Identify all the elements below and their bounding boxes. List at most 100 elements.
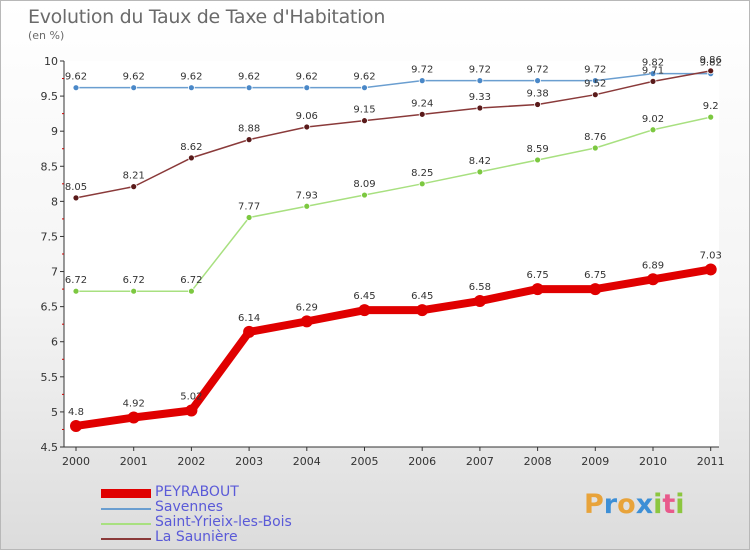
data-point (707, 67, 715, 75)
data-label: 6.75 (526, 270, 548, 281)
y-tick-label: 6.5 (41, 301, 59, 314)
data-point (187, 154, 195, 162)
data-point (243, 325, 256, 338)
data-label: 9.62 (180, 72, 202, 83)
data-label: 6.58 (469, 282, 491, 293)
data-label: 9.33 (469, 92, 491, 103)
proxiti-logo: Proxiti (584, 489, 685, 520)
data-point (72, 287, 80, 295)
data-point (476, 168, 484, 176)
data-point (531, 283, 544, 296)
data-point (704, 263, 717, 276)
data-point (591, 77, 599, 85)
data-label: 8.42 (469, 156, 491, 167)
data-point (649, 70, 657, 78)
data-label: 4.92 (123, 399, 145, 410)
x-tick-label: 2011 (697, 455, 725, 468)
data-point (300, 315, 313, 328)
data-label: 8.21 (123, 171, 145, 182)
series-line (76, 72, 711, 89)
data-label: 9.72 (411, 65, 433, 76)
data-label: 8.59 (526, 144, 548, 155)
data-point (418, 180, 426, 188)
legend-swatch (101, 508, 151, 510)
data-label: 9.72 (526, 65, 548, 76)
data-point (649, 77, 657, 85)
data-point (418, 110, 426, 118)
data-point (361, 117, 368, 125)
y-tick-label: 8.5 (41, 160, 59, 173)
data-point (649, 126, 657, 134)
data-point (591, 144, 599, 152)
data-label: 7.93 (296, 190, 318, 201)
data-point (591, 91, 599, 99)
data-label: 9.52 (584, 79, 606, 90)
y-tick-label: 7.5 (41, 230, 59, 243)
data-point (127, 411, 140, 424)
data-label: 9.15 (353, 105, 375, 116)
data-label: 9.06 (296, 111, 318, 122)
x-tick-label: 2007 (466, 455, 494, 468)
logo-letter: r (603, 489, 618, 520)
data-label: 8.09 (353, 179, 375, 190)
logo-letter: i (675, 489, 685, 520)
data-point (361, 84, 368, 92)
logo-letter: t (662, 489, 676, 520)
data-label: 9.38 (526, 89, 548, 100)
data-label: 6.72 (65, 275, 87, 286)
data-label: 7.77 (238, 202, 260, 213)
legend-label: La Saunière (155, 529, 238, 545)
data-label: 9.24 (411, 98, 433, 109)
data-point (303, 123, 311, 131)
data-point (130, 287, 138, 295)
legend-swatch (101, 538, 151, 540)
data-label: 8.88 (238, 124, 260, 135)
x-tick-label: 2002 (177, 455, 205, 468)
chart-title: Evolution du Taux de Taxe d'Habitation (28, 6, 386, 28)
y-tick-label: 10 (44, 55, 58, 68)
data-label: 5.02 (180, 392, 202, 403)
data-label: 9.86 (700, 55, 722, 66)
data-point (361, 191, 368, 199)
x-tick-label: 2001 (120, 455, 148, 468)
data-point (72, 194, 80, 202)
data-label: 7.03 (700, 250, 722, 261)
x-tick-label: 2003 (235, 455, 263, 468)
logo-letter: i (653, 489, 663, 520)
data-label: 8.62 (180, 142, 202, 153)
data-point (534, 77, 541, 85)
data-label: 9.2 (703, 101, 719, 112)
data-point (70, 419, 82, 432)
data-point (476, 104, 484, 112)
data-label: 6.45 (353, 291, 375, 302)
data-label: 8.76 (584, 132, 606, 143)
data-label: 8.05 (65, 182, 87, 193)
y-tick-label: 9 (51, 125, 58, 138)
y-tick-label: 9.5 (41, 90, 59, 103)
data-label: 8.25 (411, 168, 433, 179)
data-label: 6.72 (180, 275, 202, 286)
data-point (72, 84, 80, 92)
data-point (358, 304, 371, 317)
data-point (476, 77, 484, 85)
data-point (647, 273, 659, 286)
x-tick-label: 2006 (408, 455, 436, 468)
x-tick-label: 2008 (524, 455, 552, 468)
data-label: 9.62 (353, 72, 375, 83)
chart-subtitle: (en %) (28, 29, 65, 42)
data-label: 6.89 (642, 260, 664, 271)
data-point (534, 156, 541, 164)
data-point (187, 287, 195, 295)
logo-letter: x (635, 489, 654, 520)
legend-label: Saint-Yrieix-les-Bois (155, 514, 292, 530)
data-point (245, 84, 253, 92)
data-point (185, 404, 198, 417)
legend-swatch (101, 523, 151, 525)
x-tick-label: 2000 (62, 455, 90, 468)
series-line (76, 116, 711, 292)
data-label: 9.62 (123, 72, 145, 83)
data-point (245, 136, 253, 144)
data-label: 9.02 (642, 114, 664, 125)
y-tick-label: 6 (51, 336, 58, 349)
